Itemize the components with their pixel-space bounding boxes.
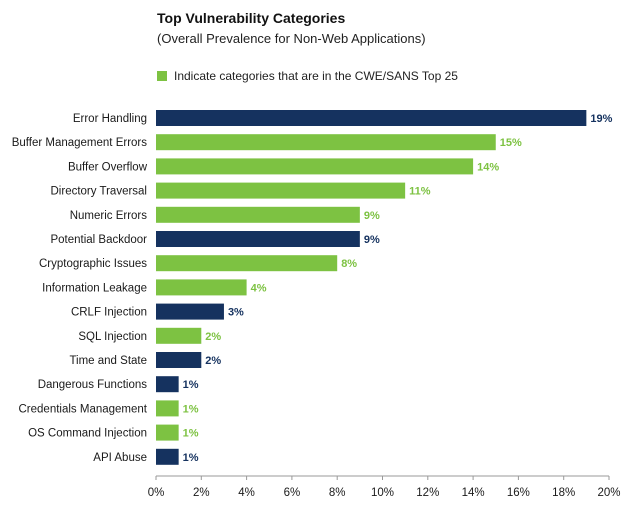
category-label: Dangerous Functions (38, 379, 148, 391)
category-label: Buffer Management Errors (12, 137, 148, 149)
bar (156, 303, 224, 320)
bar (156, 327, 202, 344)
value-label: 11% (409, 186, 431, 198)
category-label: Directory Traversal (51, 186, 148, 198)
x-tick-label: 18% (552, 487, 575, 499)
x-tick-label: 12% (416, 487, 439, 499)
category-label: API Abuse (93, 452, 147, 464)
bar (156, 206, 360, 223)
bar (156, 110, 587, 126)
x-tick-label: 4% (238, 487, 255, 499)
bar (156, 255, 338, 272)
bar (156, 424, 179, 441)
value-label: 8% (341, 258, 357, 270)
category-label: Information Leakage (42, 282, 147, 294)
bar (156, 231, 360, 247)
x-tick-label: 8% (329, 487, 346, 499)
x-tick-label: 10% (371, 487, 394, 499)
value-label: 1% (183, 403, 199, 415)
bar (156, 158, 474, 175)
value-label: 9% (364, 210, 380, 222)
value-label: 3% (228, 307, 244, 319)
category-label: Error Handling (73, 113, 147, 125)
bar (156, 134, 496, 151)
x-tick-label: 20% (597, 487, 620, 499)
category-label: Time and State (69, 355, 147, 367)
bar (156, 448, 179, 465)
x-tick-label: 0% (148, 487, 165, 499)
category-label: CRLF Injection (71, 307, 147, 319)
value-label: 14% (477, 161, 499, 173)
value-label: 4% (251, 282, 267, 294)
x-tick-label: 16% (507, 487, 530, 499)
value-label: 1% (183, 428, 199, 440)
category-label: SQL Injection (78, 331, 147, 343)
category-label: Buffer Overflow (68, 161, 148, 173)
x-tick-label: 6% (284, 487, 301, 499)
x-tick-label: 14% (462, 487, 485, 499)
value-label: 1% (183, 379, 199, 391)
value-label: 2% (205, 331, 221, 343)
legend-label: Indicate categories that are in the CWE/… (174, 69, 458, 83)
value-label: 2% (205, 355, 221, 367)
x-tick-label: 2% (193, 487, 210, 499)
category-label: OS Command Injection (28, 428, 147, 440)
category-label: Cryptographic Issues (39, 258, 147, 270)
chart-title: Top Vulnerability Categories (157, 10, 346, 26)
value-label: 9% (364, 234, 380, 246)
bar (156, 400, 179, 417)
bar (156, 279, 247, 296)
bar (156, 352, 202, 368)
category-label: Credentials Management (19, 403, 148, 415)
chart-subtitle: (Overall Prevalence for Non-Web Applicat… (157, 31, 426, 46)
category-label: Numeric Errors (70, 210, 148, 222)
bar (156, 182, 406, 199)
bar (156, 376, 179, 393)
value-label: 1% (183, 452, 199, 464)
value-label: 19% (590, 113, 612, 125)
value-label: 15% (500, 137, 522, 149)
legend-swatch (157, 71, 167, 81)
category-label: Potential Backdoor (50, 234, 147, 246)
legend: Indicate categories that are in the CWE/… (157, 69, 458, 83)
